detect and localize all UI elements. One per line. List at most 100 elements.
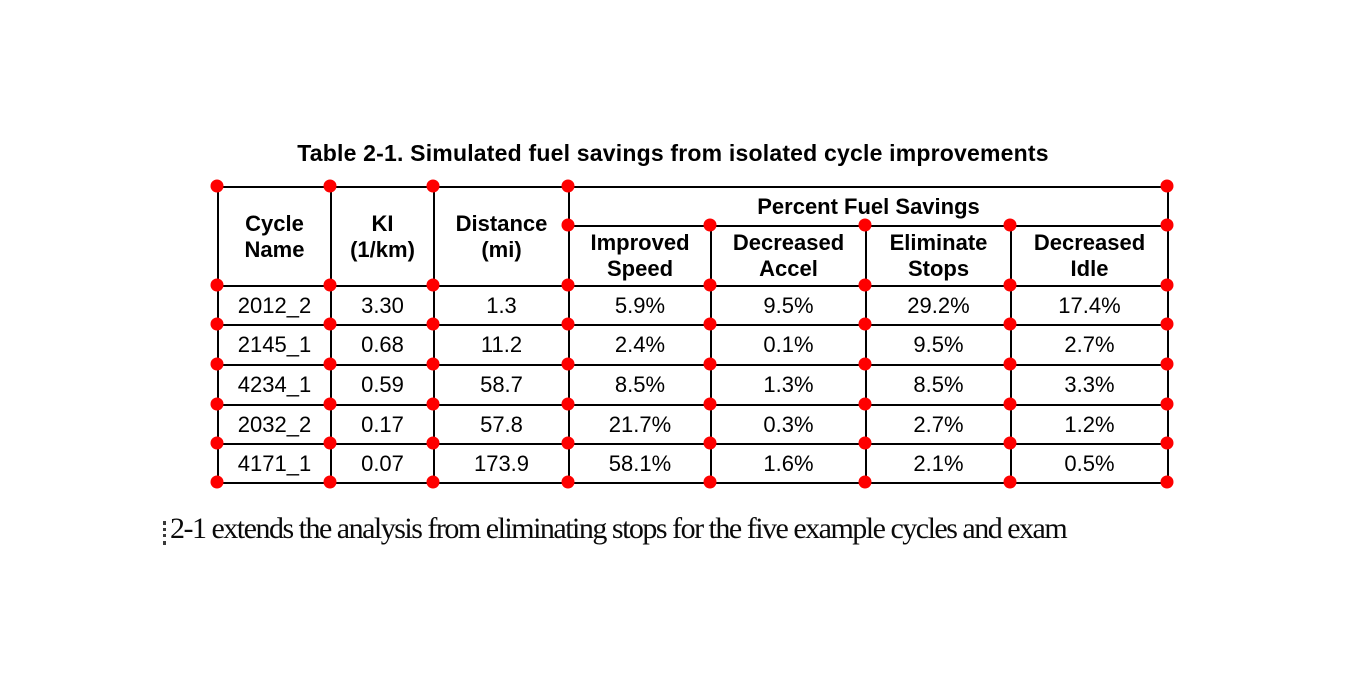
cell-ki: 0.68 (332, 326, 435, 366)
cell-eliminate-stops: 2.1% (867, 445, 1012, 484)
cell-corner-marker (323, 357, 337, 371)
cell-corner-marker (703, 218, 717, 232)
cell-corner-marker (1160, 436, 1174, 450)
cell-corner-marker (210, 436, 224, 450)
cell-cycle-name: 4171_1 (219, 445, 332, 484)
cell-improved-speed: 5.9% (570, 287, 712, 326)
cell-corner-marker (1003, 357, 1017, 371)
cell-corner-marker (1003, 475, 1017, 489)
cell-corner-marker (703, 475, 717, 489)
cell-corner-marker (561, 317, 575, 331)
cell-corner-marker (1003, 397, 1017, 411)
header-cell-improved-speed: Improved Speed (570, 227, 712, 287)
cell-corner-marker (323, 475, 337, 489)
cell-corner-marker (858, 317, 872, 331)
cell-corner-marker (323, 397, 337, 411)
cell-corner-marker (1003, 218, 1017, 232)
cell-improved-speed: 8.5% (570, 366, 712, 406)
cell-corner-marker (858, 357, 872, 371)
cell-corner-marker (426, 397, 440, 411)
cell-eliminate-stops: 2.7% (867, 406, 1012, 445)
cell-decreased-accel: 0.1% (712, 326, 867, 366)
fuel-savings-table: Cycle Name KI (1/km) Distance (mi) Perce… (217, 186, 1169, 484)
cell-corner-marker (1003, 278, 1017, 292)
cell-distance: 1.3 (435, 287, 570, 326)
header-cell-ki: KI (1/km) (332, 188, 435, 287)
cell-cycle-name: 4234_1 (219, 366, 332, 406)
cell-eliminate-stops: 8.5% (867, 366, 1012, 406)
cell-decreased-accel: 9.5% (712, 287, 867, 326)
cell-corner-marker (561, 179, 575, 193)
cell-decreased-idle: 3.3% (1012, 366, 1169, 406)
cell-ki: 0.59 (332, 366, 435, 406)
cell-corner-marker (561, 278, 575, 292)
cell-decreased-idle: 0.5% (1012, 445, 1169, 484)
cell-corner-marker (561, 436, 575, 450)
cell-corner-marker (323, 278, 337, 292)
cell-corner-marker (210, 397, 224, 411)
cell-corner-marker (1160, 475, 1174, 489)
cell-corner-marker (210, 475, 224, 489)
cell-ki: 0.17 (332, 406, 435, 445)
cell-decreased-idle: 1.2% (1012, 406, 1169, 445)
cell-decreased-idle: 17.4% (1012, 287, 1169, 326)
cell-corner-marker (703, 397, 717, 411)
cell-corner-marker (1160, 218, 1174, 232)
cell-corner-marker (1160, 278, 1174, 292)
clipped-character-fragment (163, 521, 166, 545)
cell-decreased-accel: 0.3% (712, 406, 867, 445)
cell-improved-speed: 58.1% (570, 445, 712, 484)
cell-corner-marker (426, 475, 440, 489)
cell-corner-marker (561, 357, 575, 371)
cell-corner-marker (703, 317, 717, 331)
cell-ki: 3.30 (332, 287, 435, 326)
table-caption: Table 2-1. Simulated fuel savings from i… (297, 140, 1049, 166)
cell-corner-marker (426, 179, 440, 193)
cell-corner-marker (858, 436, 872, 450)
cell-corner-marker (561, 397, 575, 411)
cell-distance: 11.2 (435, 326, 570, 366)
cell-cycle-name: 2032_2 (219, 406, 332, 445)
cell-corner-marker (1160, 317, 1174, 331)
cell-cycle-name: 2012_2 (219, 287, 332, 326)
cell-eliminate-stops: 29.2% (867, 287, 1012, 326)
cell-corner-marker (426, 278, 440, 292)
cell-distance: 173.9 (435, 445, 570, 484)
cell-corner-marker (1160, 179, 1174, 193)
cell-eliminate-stops: 9.5% (867, 326, 1012, 366)
cell-distance: 58.7 (435, 366, 570, 406)
cell-corner-marker (323, 179, 337, 193)
cell-corner-marker (858, 218, 872, 232)
cell-cycle-name: 2145_1 (219, 326, 332, 366)
cell-corner-marker (210, 357, 224, 371)
cell-improved-speed: 21.7% (570, 406, 712, 445)
cell-corner-marker (858, 475, 872, 489)
cell-corner-marker (426, 357, 440, 371)
cell-corner-marker (703, 357, 717, 371)
header-cell-eliminate-stops: Eliminate Stops (867, 227, 1012, 287)
header-cell-decreased-idle: Decreased Idle (1012, 227, 1169, 287)
cell-corner-marker (858, 397, 872, 411)
cell-decreased-accel: 1.6% (712, 445, 867, 484)
header-cell-cycle-name: Cycle Name (219, 188, 332, 287)
header-cell-decreased-accel: Decreased Accel (712, 227, 867, 287)
cell-corner-marker (703, 436, 717, 450)
body-text-line: 2-1 extends the analysis from eliminatin… (170, 512, 1068, 545)
cell-corner-marker (426, 436, 440, 450)
cell-corner-marker (210, 179, 224, 193)
cell-corner-marker (561, 475, 575, 489)
cell-corner-marker (210, 317, 224, 331)
cell-corner-marker (561, 218, 575, 232)
cell-ki: 0.07 (332, 445, 435, 484)
cell-distance: 57.8 (435, 406, 570, 445)
cell-improved-speed: 2.4% (570, 326, 712, 366)
cell-corner-marker (858, 278, 872, 292)
cell-decreased-idle: 2.7% (1012, 326, 1169, 366)
cell-corner-marker (210, 278, 224, 292)
header-cell-distance: Distance (mi) (435, 188, 570, 287)
cell-corner-marker (1003, 436, 1017, 450)
cell-corner-marker (323, 317, 337, 331)
cell-corner-marker (1003, 317, 1017, 331)
cell-decreased-accel: 1.3% (712, 366, 867, 406)
